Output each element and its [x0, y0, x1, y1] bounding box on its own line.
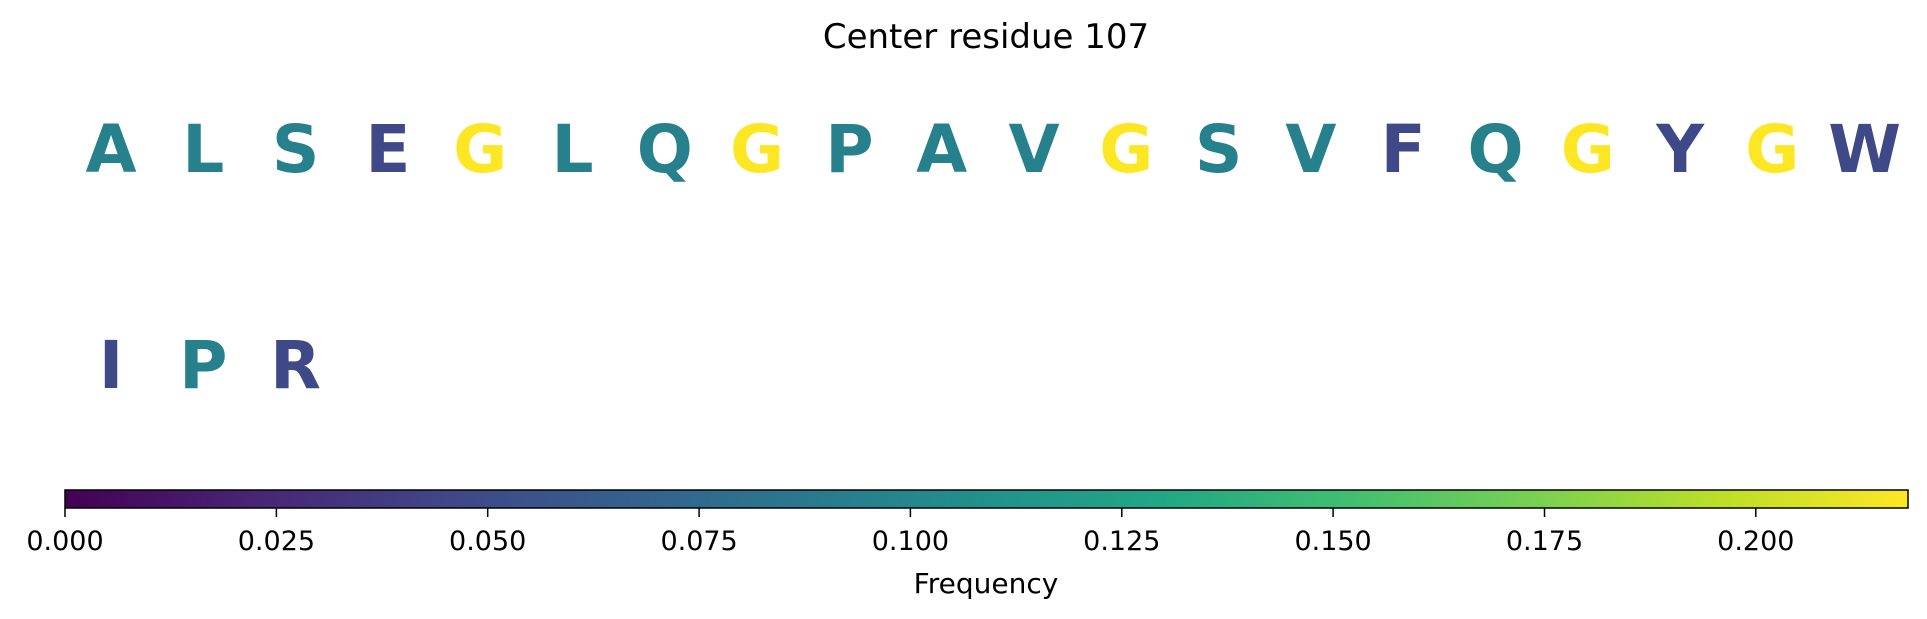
colorbar-gradient — [64, 489, 1909, 509]
residue-letter: G — [1099, 111, 1153, 188]
residue-letter: P — [825, 111, 873, 188]
residue-letter: L — [551, 111, 593, 188]
residue-letter: E — [365, 111, 410, 188]
colorbar-tick-label: 0.200 — [1717, 526, 1794, 557]
residue-letter: Q — [1467, 111, 1523, 188]
colorbar-tick-label: 0.025 — [238, 526, 315, 557]
residue-letter: Y — [1655, 111, 1705, 188]
residue-letter: V — [1285, 111, 1336, 188]
residue-letter: A — [85, 111, 136, 188]
residue-letter: G — [1561, 111, 1615, 188]
colorbar-tick-label: 0.175 — [1506, 526, 1583, 557]
colorbar-tick-label: 0.125 — [1083, 526, 1160, 557]
residue-letter: G — [1745, 111, 1799, 188]
colorbar-tick-label: 0.150 — [1294, 526, 1371, 557]
residue-letter: S — [1195, 111, 1243, 188]
residue-letter: S — [272, 111, 320, 188]
residue-letter: A — [916, 111, 967, 188]
colorbar-tick-label: 0.000 — [26, 526, 103, 557]
colorbar-tick-label: 0.050 — [449, 526, 526, 557]
colorbar-tick-label: 0.100 — [872, 526, 949, 557]
colorbar: 0.000 0.025 0.050 0.075 0.100 0.125 0.150 0.175… — [26, 489, 1909, 600]
residue-letter: F — [1381, 111, 1426, 188]
residue-letter: R — [270, 327, 321, 404]
residue-letter: P — [179, 327, 227, 404]
residue-letter: G — [453, 111, 507, 188]
colorbar-ticks: 0.000 0.025 0.050 0.075 0.100 0.125 0.150 0.175… — [26, 508, 1794, 557]
residue-letter: V — [1008, 111, 1059, 188]
colorbar-tick-label: 0.075 — [660, 526, 737, 557]
residue-letter: W — [1828, 111, 1901, 188]
residue-letters: A L S E G L Q G P A V G S V F Q G Y G WI P R — [85, 111, 1901, 404]
residue-letter: Q — [637, 111, 693, 188]
chart-title: Center residue 107 — [823, 17, 1149, 57]
colorbar-label: Frequency — [914, 567, 1059, 600]
residue-letter: G — [730, 111, 784, 188]
residue-letter: L — [182, 111, 224, 188]
residue-letter: I — [99, 327, 124, 404]
